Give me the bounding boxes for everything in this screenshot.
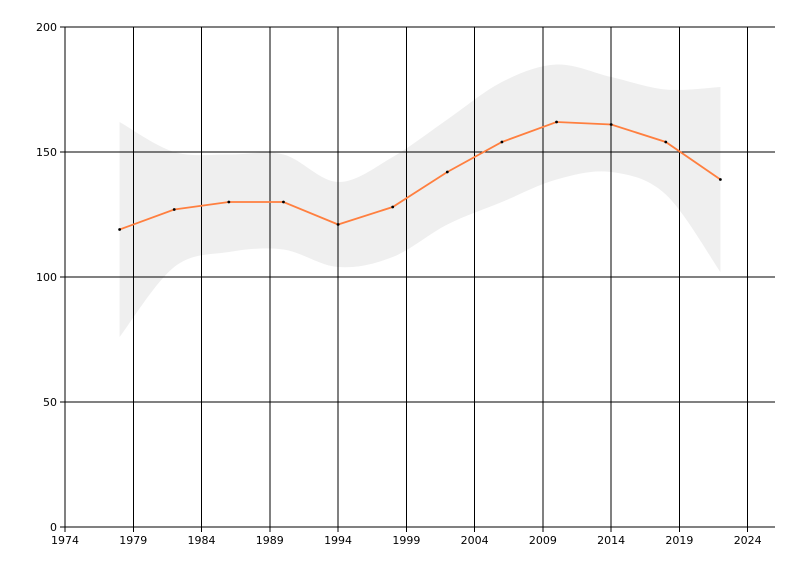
confidence-band [119,64,721,337]
x-tick-label: 1994 [324,534,352,547]
x-tick-label: 2014 [597,534,625,547]
data-point [172,208,176,211]
x-tick-label: 2004 [461,534,489,547]
data-point [555,120,558,124]
data-point [445,170,449,174]
data-point [718,178,722,181]
y-tick-label: 50 [43,396,57,409]
x-tick-label: 1974 [51,534,79,547]
data-point [118,228,122,231]
y-tick-label: 0 [50,521,57,534]
data-point [664,140,668,144]
x-tick-label: 1999 [392,534,420,547]
data-point [336,223,340,226]
data-point [500,140,504,144]
y-tick-label: 200 [36,21,57,34]
data-point [391,205,395,209]
x-tick-label: 1989 [256,534,284,547]
x-tick-label: 1984 [188,534,216,547]
data-point [609,123,613,126]
x-tick-label: 1979 [119,534,147,547]
data-point [227,200,231,204]
series-line [119,121,721,231]
data-point [282,200,285,204]
x-tick-label: 2009 [529,534,557,547]
y-tick-label: 150 [36,146,57,159]
x-tick-label: 2024 [734,534,762,547]
y-tick-label: 100 [36,271,57,284]
x-tick-label: 2019 [665,534,693,547]
